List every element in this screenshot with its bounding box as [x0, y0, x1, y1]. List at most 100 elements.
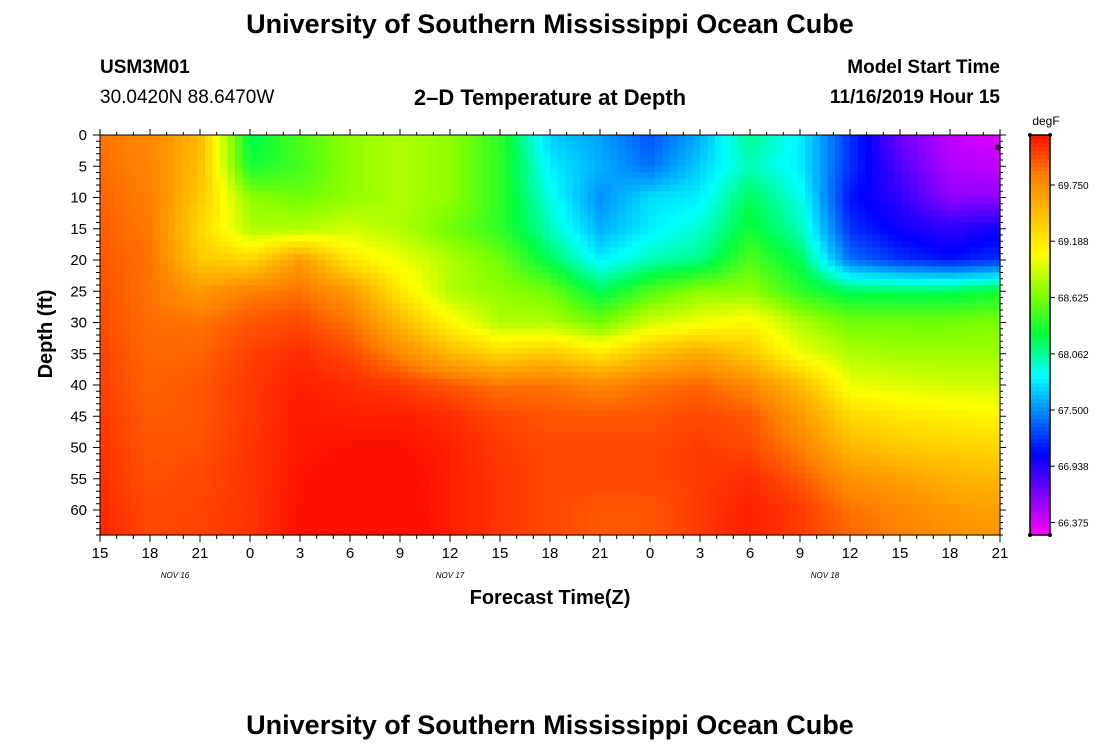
- heatmap-cell: [602, 322, 611, 330]
- heatmap-cell: [842, 153, 851, 161]
- heatmap-cell: [325, 391, 334, 399]
- heatmap-cell: [985, 385, 994, 392]
- heatmap-cell: [190, 266, 199, 274]
- heatmap-cell: [707, 166, 716, 174]
- heatmap-cell: [632, 297, 641, 305]
- heatmap-cell: [257, 360, 266, 367]
- heatmap-cell: [317, 366, 326, 374]
- heatmap-cell: [872, 285, 881, 292]
- heatmap-cell: [287, 341, 296, 349]
- heatmap-cell: [722, 241, 731, 249]
- heatmap-cell: [647, 203, 656, 211]
- heatmap-cell: [715, 328, 724, 336]
- heatmap-cell: [865, 310, 874, 317]
- heatmap-cell: [167, 297, 176, 305]
- heatmap-cell: [235, 153, 244, 161]
- heatmap-cell: [715, 241, 724, 249]
- heatmap-cell: [685, 166, 694, 174]
- heatmap-cell: [167, 185, 176, 192]
- heatmap-cell: [475, 216, 484, 224]
- heatmap-cell: [332, 178, 341, 186]
- heatmap-cell: [805, 266, 814, 274]
- heatmap-cell: [857, 303, 866, 311]
- heatmap-cell: [482, 385, 491, 392]
- heatmap-cell: [152, 391, 161, 399]
- heatmap-cell: [580, 253, 589, 261]
- heatmap-cell: [580, 385, 589, 392]
- heatmap-cell: [617, 235, 626, 242]
- heatmap-cell: [295, 222, 304, 230]
- heatmap-cell: [745, 216, 754, 224]
- heatmap-cell: [452, 135, 461, 142]
- heatmap-cell: [602, 141, 611, 149]
- heatmap-cell: [865, 253, 874, 261]
- heatmap-cell: [557, 297, 566, 305]
- heatmap-cell: [602, 197, 611, 205]
- heatmap-cell: [677, 335, 686, 342]
- heatmap-cell: [497, 372, 506, 380]
- heatmap-cell: [100, 228, 109, 236]
- heatmap-cell: [430, 135, 439, 142]
- heatmap-cell: [527, 385, 536, 392]
- heatmap-cell: [760, 341, 769, 349]
- heatmap-cell: [992, 141, 1001, 149]
- heatmap-cell: [317, 222, 326, 230]
- heatmap-cell: [932, 185, 941, 192]
- heatmap-cell: [227, 172, 236, 180]
- heatmap-cell: [482, 260, 491, 267]
- heatmap-cell: [752, 303, 761, 311]
- heatmap-cell: [205, 260, 214, 267]
- heatmap-cell: [257, 216, 266, 224]
- heatmap-cell: [700, 378, 709, 386]
- heatmap-cell: [482, 210, 491, 217]
- heatmap-cell: [257, 260, 266, 267]
- heatmap-cell: [535, 210, 544, 217]
- heatmap-cell: [475, 141, 484, 149]
- heatmap-cell: [940, 216, 949, 224]
- heatmap-cell: [625, 178, 634, 186]
- heatmap-cell: [122, 316, 131, 324]
- heatmap-cell: [490, 191, 499, 199]
- heatmap-cell: [947, 272, 956, 280]
- heatmap-cell: [452, 385, 461, 392]
- heatmap-cell: [692, 135, 701, 142]
- heatmap-cell: [775, 153, 784, 161]
- heatmap-cell: [557, 160, 566, 167]
- heatmap-cell: [392, 216, 401, 224]
- heatmap-cell: [595, 316, 604, 324]
- heatmap-cell: [422, 235, 431, 242]
- heatmap-cell: [595, 203, 604, 211]
- heatmap-cell: [872, 141, 881, 149]
- heatmap-cell: [445, 141, 454, 149]
- heatmap-cell: [910, 385, 919, 392]
- heatmap-cell: [820, 141, 829, 149]
- heatmap-cell: [767, 203, 776, 211]
- heatmap-cell: [947, 335, 956, 342]
- heatmap-cell: [670, 347, 679, 355]
- heatmap-cell: [197, 278, 206, 286]
- heatmap-cell: [572, 347, 581, 355]
- heatmap-cell: [857, 216, 866, 224]
- heatmap-cell: [662, 372, 671, 380]
- heatmap-cell: [647, 272, 656, 280]
- heatmap-cell: [512, 391, 521, 399]
- heatmap-cell: [865, 366, 874, 374]
- heatmap-cell: [767, 135, 776, 142]
- heatmap-cell: [370, 278, 379, 286]
- heatmap-cell: [587, 372, 596, 380]
- heatmap-cell: [385, 235, 394, 242]
- heatmap-cell: [407, 322, 416, 330]
- heatmap-cell: [257, 353, 266, 361]
- heatmap-cell: [227, 147, 236, 155]
- heatmap-cell: [475, 172, 484, 180]
- heatmap-cell: [205, 210, 214, 217]
- heatmap-cell: [857, 247, 866, 255]
- heatmap-cell: [752, 278, 761, 286]
- heatmap-cell: [392, 285, 401, 292]
- heatmap-cell: [767, 178, 776, 186]
- heatmap-cell: [212, 372, 221, 380]
- heatmap-cell: [835, 297, 844, 305]
- heatmap-cell: [662, 328, 671, 336]
- heatmap-cell: [610, 191, 619, 199]
- heatmap-cell: [212, 303, 221, 311]
